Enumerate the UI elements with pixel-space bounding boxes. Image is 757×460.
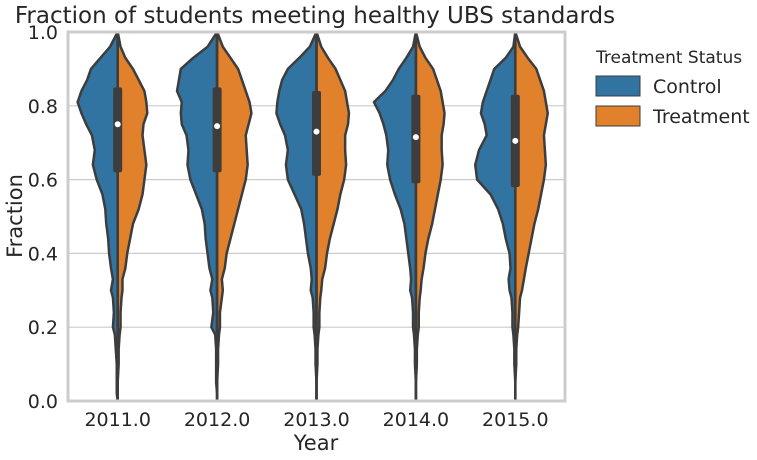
violin-median-point <box>512 137 519 144</box>
y-tick-labels: 0.0 0.2 0.4 0.6 0.8 1.0 <box>28 22 58 413</box>
violin-half-control <box>473 30 517 403</box>
y-tick-label: 0.6 <box>28 170 58 192</box>
violin-half-treatment <box>414 30 446 403</box>
x-tick-label: 2011.0 <box>84 409 150 431</box>
violin-iqr-box <box>113 87 123 173</box>
x-axis-label: Year <box>293 431 339 455</box>
y-tick-label: 0.8 <box>28 96 58 118</box>
violin-half-treatment <box>215 30 253 403</box>
violin-median-point <box>114 121 121 128</box>
x-tick-label: 2012.0 <box>184 409 250 431</box>
legend-swatch-treatment <box>595 105 641 127</box>
violins <box>76 30 549 403</box>
y-tick-label: 0.2 <box>28 317 58 339</box>
violin-half-treatment <box>315 30 351 403</box>
violin-half-control <box>372 30 418 403</box>
violin-half-control <box>175 30 219 403</box>
x-tick-labels: 2011.0 2012.0 2013.0 2014.0 2015.0 <box>84 409 548 431</box>
legend-swatch-control <box>595 75 641 97</box>
x-tick-label: 2015.0 <box>482 409 548 431</box>
violin-iqr-box <box>212 87 222 173</box>
violin-median-point <box>214 123 221 130</box>
x-tick-label: 2013.0 <box>283 409 349 431</box>
legend-label-treatment: Treatment <box>652 106 750 128</box>
y-axis-label: Fraction <box>3 174 27 258</box>
y-tick-label: 0.4 <box>28 243 58 265</box>
violin-half-control <box>275 30 318 403</box>
chart-title: Fraction of students meeting healthy UBS… <box>15 3 615 29</box>
y-tick-label: 1.0 <box>28 22 58 44</box>
plot-frame <box>66 30 567 403</box>
x-tick-label: 2014.0 <box>383 409 449 431</box>
violin-half-treatment <box>116 30 149 403</box>
legend: Treatment Status Control Treatment <box>595 48 750 128</box>
legend-title: Treatment Status <box>595 48 742 68</box>
violin-median-point <box>313 128 320 135</box>
violin-half-control <box>76 30 119 403</box>
legend-label-control: Control <box>653 76 722 98</box>
violin-half-treatment <box>514 30 549 403</box>
violin-median-point <box>412 134 419 141</box>
y-tick-label: 0.0 <box>28 391 58 413</box>
